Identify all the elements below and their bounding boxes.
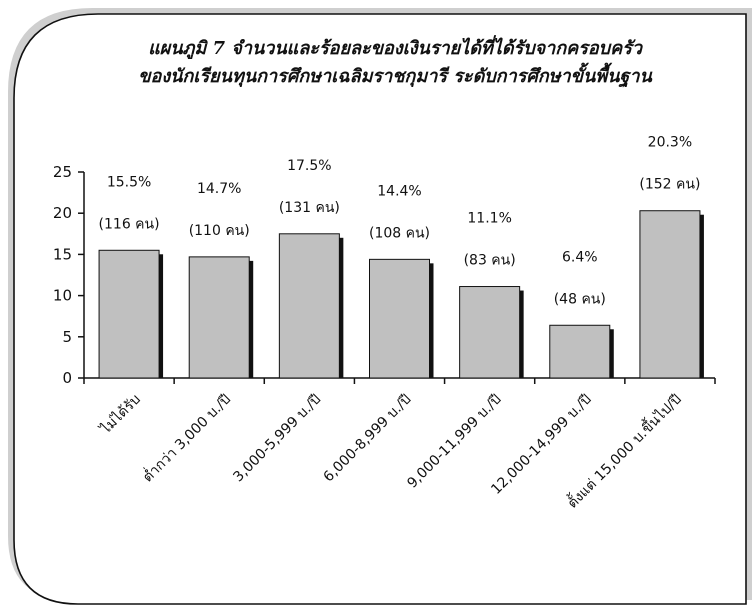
percent-label: 14.7% [197, 181, 241, 197]
y-tick-label: 15 [53, 245, 72, 263]
count-label: (108 คน) [369, 225, 430, 241]
count-label: (48 คน) [554, 291, 606, 307]
y-tick-label: 5 [62, 328, 72, 346]
y-tick-label: 10 [53, 287, 72, 305]
bar [459, 286, 521, 379]
count-label: (116 คน) [99, 216, 160, 232]
x-axis-ticks [83, 378, 716, 384]
bar [639, 210, 701, 379]
y-axis-ticks: 0 5 10 15 20 25 [53, 163, 84, 387]
data-labels: 15.5% (116 คน) 14.7% (110 คน) 17.5% (131 คน) 1… [99, 135, 701, 308]
bar [98, 249, 160, 379]
y-tick-label: 25 [53, 163, 72, 181]
count-label: (83 คน) [464, 253, 516, 269]
percent-label: 14.4% [377, 183, 421, 199]
chart-title-line1: แผนภูมิ 7 จำนวนและร้อยละของเงินรายได้ที่… [148, 35, 644, 60]
count-label: (110 คน) [189, 223, 250, 239]
y-tick-label: 0 [62, 369, 72, 387]
bar [549, 324, 611, 379]
bar [188, 256, 250, 379]
percent-label: 6.4% [562, 249, 598, 265]
bar [278, 233, 340, 379]
chart-title-line2: ของนักเรียนทุนการศึกษาเฉลิมราชกุมารี ระด… [138, 62, 653, 88]
percent-label: 20.3% [648, 135, 692, 151]
count-label: (131 คน) [279, 200, 340, 216]
percent-label: 11.1% [467, 211, 511, 227]
count-label: (152 คน) [639, 177, 700, 193]
bar [369, 258, 430, 379]
y-tick-label: 20 [53, 204, 72, 222]
percent-label: 15.5% [107, 174, 151, 190]
percent-label: 17.5% [287, 158, 331, 174]
bar-series [98, 210, 704, 379]
